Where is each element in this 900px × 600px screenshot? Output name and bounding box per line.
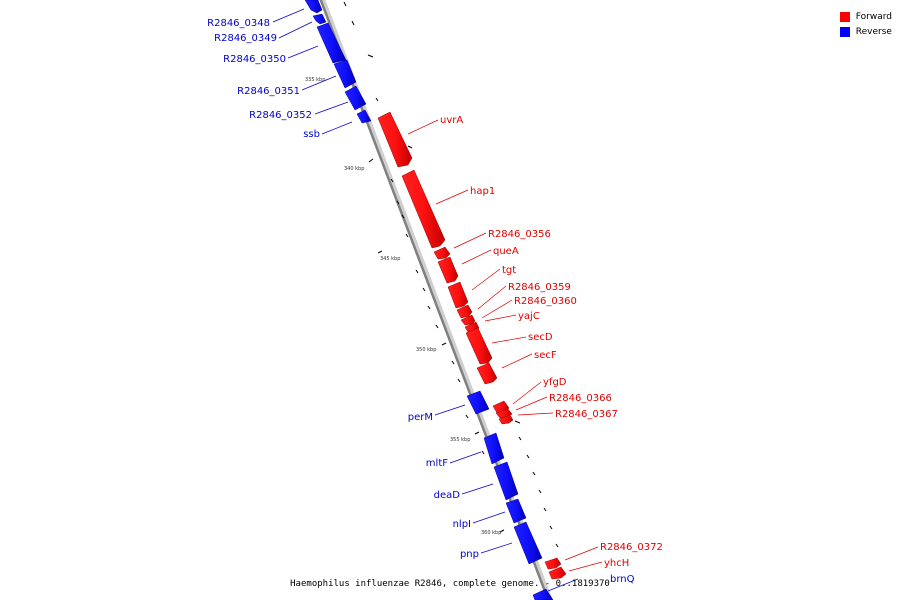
gene-label-quea[interactable]: queA [493,246,519,257]
gene-label-r2846-0348[interactable]: R2846_0348 [207,18,270,29]
gene-arrow-r2846-0360[interactable] [460,314,476,326]
gene-label-r2846-0360[interactable]: R2846_0360 [514,296,577,307]
gene-arrow-r2846-0348[interactable] [304,0,323,14]
forward-strand-genes [377,111,567,580]
gene-label-r2846-0366[interactable]: R2846_0366 [549,393,612,404]
gene-label-dead[interactable]: deaD [434,490,461,501]
gene-label-r2846-0349[interactable]: R2846_0349 [214,33,277,44]
gene-label-r2846-0359[interactable]: R2846_0359 [508,282,571,293]
gene-label-yfgd[interactable]: yfgD [543,377,567,388]
gene-arrow-r2846-0349[interactable] [312,13,327,25]
gene-arrow-brnq[interactable] [532,588,554,600]
gene-arrow-mltf[interactable] [483,432,505,465]
gene-label-mltf[interactable]: mltF [426,458,448,469]
gene-arrow-ssb[interactable] [356,109,372,124]
reverse-swatch [839,26,850,37]
reverse-strand-genes [304,0,554,600]
reverse-leader-lines [272,8,579,592]
legend-label-forward: Forward [855,11,892,22]
gene-arrow-r2846-0356[interactable] [433,246,451,260]
gene-label-brnq[interactable]: brnQ [610,574,635,585]
gene-label-r2846-0356[interactable]: R2846_0356 [488,229,551,240]
gene-label-yhch[interactable]: yhcH [604,558,629,569]
gene-label-r2846-0351[interactable]: R2846_0351 [237,86,300,97]
gene-label-r2846-0367[interactable]: R2846_0367 [555,409,618,420]
gene-label-nlpi[interactable]: nlpI [453,519,471,530]
legend-item-reverse: Reverse [839,24,892,39]
gene-arrow-r2846-0352[interactable] [344,85,367,111]
gene-label-perm[interactable]: perM [408,412,433,423]
forward-leader-lines [407,119,603,572]
gene-arrow-r2846-0351[interactable] [333,59,357,89]
gene-arrow-nlpi[interactable] [505,498,527,524]
gene-arrow-perm[interactable] [466,390,490,415]
gene-arrow-dead[interactable] [493,461,519,501]
gene-label-ssb[interactable]: ssb [303,129,320,140]
reverse-gene-labels: R2846_0348 R2846_0349 R2846_0350 R2846_0… [207,18,634,585]
gene-label-r2846-0352[interactable]: R2846_0352 [249,110,312,121]
legend: Forward Reverse [839,9,892,39]
tick-label-335: 335 kbp [305,77,325,83]
tick-label-340: 340 kbp [344,166,364,172]
gene-label-hap1[interactable]: hap1 [470,186,495,197]
forward-gene-labels: uvrA hap1 R2846_0356 queA tgt R2846_0359… [440,115,663,569]
tick-label-350: 350 kbp [416,347,436,353]
gene-label-pnp[interactable]: pnp [460,549,479,560]
gene-label-uvra[interactable]: uvrA [440,115,463,126]
gene-arrow-r2846-0367[interactable] [498,414,514,425]
tick-label-355: 355 kbp [450,437,470,443]
scale-ticks [343,1,559,548]
scale-labels: 335 kbp 340 kbp 345 kbp 350 kbp 355 kbp … [305,77,501,536]
forward-swatch [839,11,850,22]
gene-arrow-uvra[interactable] [377,111,413,168]
gene-label-r2846-0372[interactable]: R2846_0372 [600,542,663,553]
gene-arrow-r2846-0350[interactable] [316,22,347,64]
gene-arrow-tgt[interactable] [447,281,469,309]
gene-label-secf[interactable]: secF [534,350,557,361]
tick-label-360: 360 kbp [481,530,501,536]
gene-label-tgt[interactable]: tgt [502,265,516,276]
gene-arrow-secd[interactable] [465,327,493,365]
tick-label-345: 345 kbp [380,256,400,262]
gene-arrow-yhch[interactable] [548,566,567,580]
gene-arrow-r2846-0359[interactable] [456,304,473,319]
gene-arrow-r2846-0372[interactable] [544,557,562,570]
gene-arrow-pnp[interactable] [513,521,543,565]
genome-caption: Haemophilus influenzae R2846, complete g… [290,579,610,589]
gene-label-secd[interactable]: secD [528,332,553,343]
legend-item-forward: Forward [839,9,892,24]
gene-arrow-secf[interactable] [476,362,498,385]
legend-label-reverse: Reverse [855,26,892,37]
gene-arrow-hap1[interactable] [401,169,446,249]
gene-label-r2846-0350[interactable]: R2846_0350 [223,54,286,65]
gene-arrow-quea[interactable] [437,256,459,284]
gene-label-yajc[interactable]: yajC [518,311,540,322]
